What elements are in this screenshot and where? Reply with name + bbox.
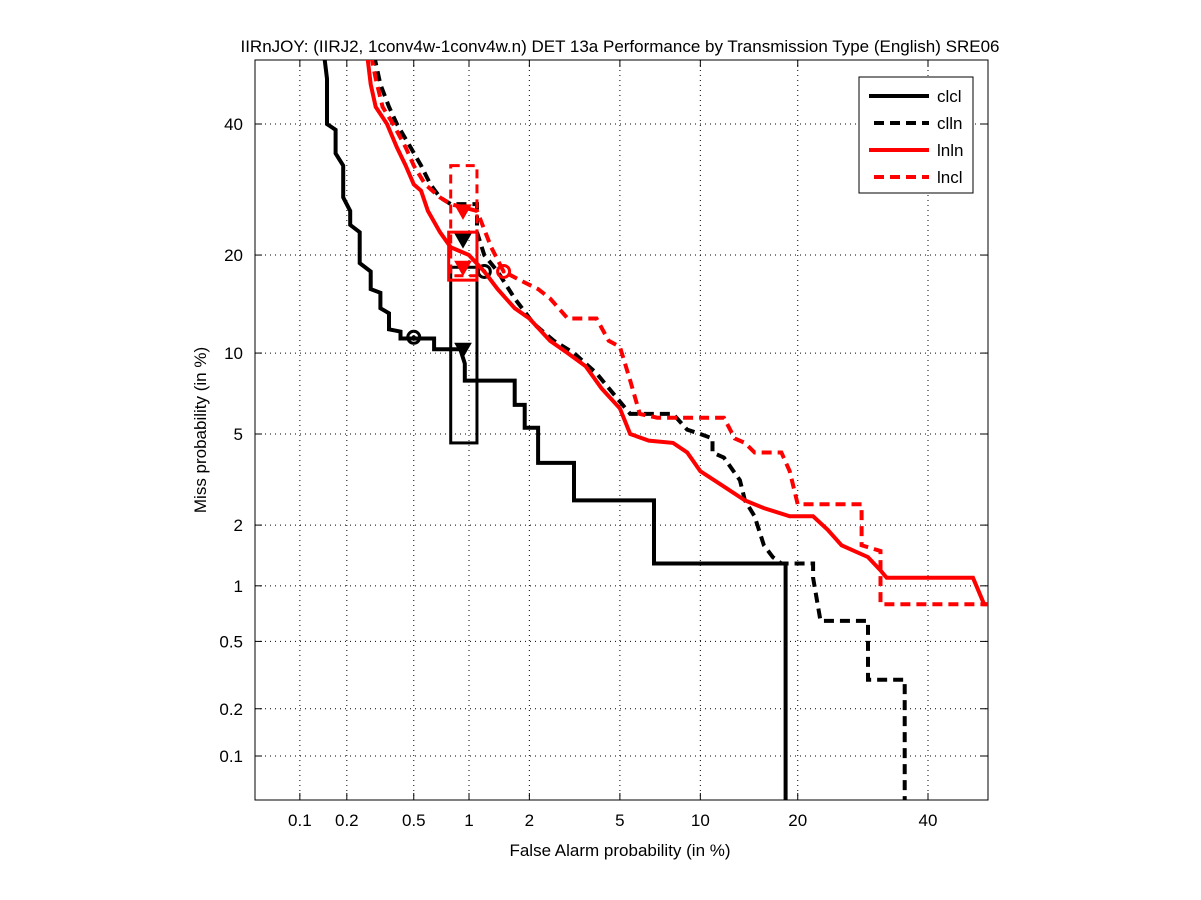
series-line-clcl bbox=[322, 60, 788, 800]
marker-dot-lncl bbox=[501, 269, 506, 274]
x-tick-label: 20 bbox=[788, 811, 807, 830]
series-group bbox=[322, 60, 988, 800]
series-line-lncl bbox=[369, 60, 988, 607]
marker-act-point-clcl bbox=[406, 329, 422, 345]
legend-label-clln: clln bbox=[937, 114, 963, 133]
grid-lines bbox=[255, 60, 988, 800]
y-axis-label: Miss probability (in %) bbox=[191, 347, 210, 513]
y-tick-label: 10 bbox=[224, 344, 243, 363]
legend-label-lncl: lncl bbox=[937, 168, 963, 187]
x-axis-label: False Alarm probability (in %) bbox=[509, 841, 730, 860]
series-line-clln bbox=[373, 60, 907, 800]
chart-title: IIRnJOY: (IIRJ2, 1conv4w-1conv4w.n) DET … bbox=[240, 37, 999, 56]
marker-min-point-lnln bbox=[454, 260, 472, 277]
y-axis: 0.1 0.2 0.5 1 2 5 10 20 40 bbox=[219, 115, 988, 766]
plot-frame bbox=[254, 59, 989, 801]
confidence-box-lncl bbox=[449, 164, 479, 278]
y-tick-label: 0.2 bbox=[219, 700, 243, 719]
y-tick-label: 5 bbox=[234, 425, 243, 444]
y-tick-label: 40 bbox=[224, 115, 243, 134]
x-tick-label: 40 bbox=[919, 811, 938, 830]
y-tick-label: 0.1 bbox=[219, 747, 243, 766]
y-tick-label: 2 bbox=[234, 516, 243, 535]
series-line-lnln bbox=[365, 60, 988, 607]
y-tick-label: 20 bbox=[224, 246, 243, 265]
marker-act-point-lncl bbox=[496, 263, 512, 279]
x-tick-label: 5 bbox=[615, 811, 624, 830]
legend-label-clcl: clcl bbox=[937, 87, 962, 106]
marker-dot-clcl bbox=[411, 335, 416, 340]
y-tick-label: 0.5 bbox=[219, 632, 243, 651]
x-axis: 0.1 0.2 0.5 1 2 5 10 20 40 bbox=[288, 60, 937, 830]
x-tick-label: 2 bbox=[525, 811, 534, 830]
confidence-box-lnln bbox=[447, 230, 479, 282]
y-tick-label: 1 bbox=[234, 577, 243, 596]
legend: clcl clln lnln lncl bbox=[858, 76, 974, 194]
x-tick-label: 10 bbox=[691, 811, 710, 830]
x-tick-label: 0.1 bbox=[288, 811, 312, 830]
x-tick-label: 0.5 bbox=[402, 811, 426, 830]
x-tick-label: 0.2 bbox=[335, 811, 359, 830]
marker-min-point-lncl bbox=[454, 204, 472, 220]
legend-label-lnln: lnln bbox=[937, 141, 963, 160]
x-tick-label: 1 bbox=[464, 811, 473, 830]
marker-min-point-clcl bbox=[454, 342, 472, 359]
